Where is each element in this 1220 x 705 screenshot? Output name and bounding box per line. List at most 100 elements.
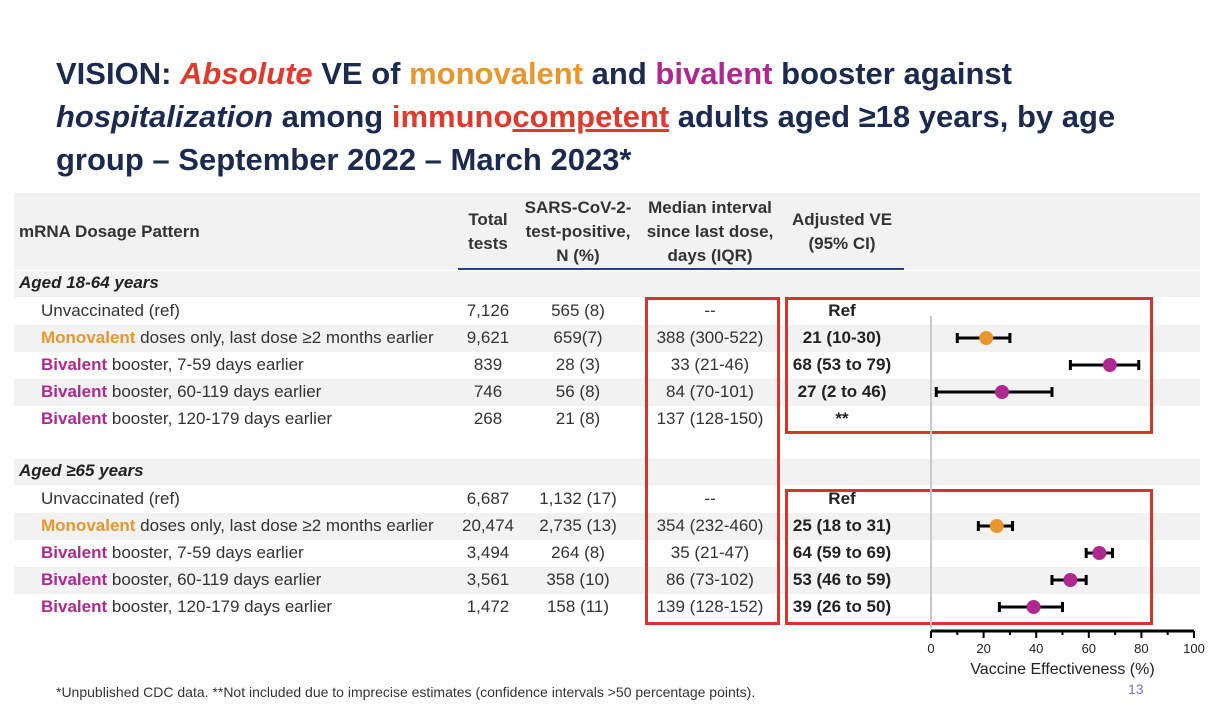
x-axis-label: Vaccine Effectiveness (%) <box>970 661 1154 678</box>
header-ve: Adjusted VE (95% CI) <box>791 210 893 253</box>
x-tick-label: 0 <box>927 641 934 656</box>
group-label: Aged 18-64 years <box>19 273 159 292</box>
row-label: Bivalent booster, 120-179 days earlier <box>41 596 332 618</box>
header-underline <box>458 268 904 270</box>
cell-total: 6,687 <box>466 489 510 508</box>
x-tick-label: 100 <box>1183 641 1205 656</box>
ve-point <box>1102 358 1117 372</box>
row-keyword: Bivalent <box>41 570 108 589</box>
row-keyword: Bivalent <box>41 597 108 616</box>
title-segment: monovalent <box>409 56 584 91</box>
cell-interval: 33 (21-46) <box>670 355 750 374</box>
cell-total: 9,621 <box>466 328 510 347</box>
cell-pos: 158 (11) <box>546 597 610 616</box>
cell-total: 20,474 <box>462 516 514 535</box>
cell-total: 268 <box>473 409 503 428</box>
cell-pos: 659(7) <box>553 328 603 347</box>
row-label: Monovalent doses only, last dose ≥2 mont… <box>41 515 434 537</box>
cell-interval: 137 (128-150) <box>656 409 764 428</box>
x-tick-label: 60 <box>1082 641 1096 656</box>
title-segment: immuno <box>391 99 513 134</box>
title-segment: among <box>273 99 392 134</box>
table-header-band <box>14 193 1200 270</box>
cell-ve: 21 (10-30) <box>802 328 882 347</box>
header-positive: SARS-CoV-2-test-positive, N (%) <box>524 198 632 265</box>
row-keyword: Bivalent <box>41 355 108 374</box>
page-number: 13 <box>1128 681 1144 697</box>
row-label-text: booster, 120-179 days earlier <box>107 409 333 428</box>
cell-total: 3,561 <box>466 570 510 589</box>
cell-interval: 35 (21-47) <box>670 543 750 562</box>
cell-interval: 84 (70-101) <box>666 382 754 401</box>
header-interval: Median interval since last dose, days (I… <box>646 198 774 265</box>
cell-ve: 64 (59 to 69) <box>792 543 892 562</box>
group-band <box>14 271 1200 297</box>
cell-ve: 27 (2 to 46) <box>797 382 887 401</box>
row-label-text: Unvaccinated (ref) <box>41 301 180 320</box>
row-keyword: Bivalent <box>41 409 108 428</box>
ve-highlight-box-65plus <box>785 489 1153 625</box>
x-tick-label: 20 <box>976 641 990 656</box>
cell-pos: 2,735 (13) <box>539 516 617 535</box>
ve-point <box>1092 546 1107 560</box>
ve-highlight-box-18-64 <box>785 297 1153 434</box>
row-label-text: booster, 60-119 days earlier <box>107 570 322 589</box>
ve-point <box>1026 600 1041 614</box>
ve-point <box>1063 573 1078 587</box>
x-tick-label: 80 <box>1134 641 1148 656</box>
cell-ve: 39 (26 to 50) <box>792 597 892 616</box>
row-label: Unvaccinated (ref) <box>41 300 180 322</box>
header-pattern: mRNA Dosage Pattern <box>19 222 200 241</box>
row-label: Monovalent doses only, last dose ≥2 mont… <box>41 327 434 349</box>
cell-ve: 68 (53 to 79) <box>792 355 892 374</box>
row-keyword: Monovalent <box>41 328 136 347</box>
x-tick-label: 40 <box>1029 641 1043 656</box>
cell-ve: Ref <box>828 301 856 320</box>
cell-ve: 53 (46 to 59) <box>792 570 892 589</box>
cell-interval: 388 (300-522) <box>656 328 764 347</box>
cell-pos: 358 (10) <box>546 570 610 589</box>
header-total: Total tests <box>468 210 508 253</box>
row-band <box>14 567 1200 594</box>
cell-interval: 354 (232-460) <box>656 516 764 535</box>
row-label-text: booster, 60-119 days earlier <box>107 382 322 401</box>
cell-total: 746 <box>473 382 503 401</box>
cell-pos: 565 (8) <box>551 301 605 320</box>
interval-highlight-box <box>645 297 780 625</box>
row-label: Bivalent booster, 60-119 days earlier <box>41 381 321 403</box>
cell-pos: 264 (8) <box>551 543 605 562</box>
title-segment: bivalent <box>655 56 773 91</box>
cell-pos: 1,132 (17) <box>539 489 617 508</box>
row-keyword: Bivalent <box>41 543 108 562</box>
row-label: Unvaccinated (ref) <box>41 488 180 510</box>
title-segment: booster against <box>772 56 1021 91</box>
title-segment: VE of <box>312 56 410 91</box>
cell-interval: -- <box>704 301 716 320</box>
group-label: Aged ≥65 years <box>19 461 144 480</box>
cell-pos: 28 (3) <box>555 355 601 374</box>
row-label-text: booster, 120-179 days earlier <box>107 597 333 616</box>
cell-interval: 86 (73-102) <box>666 570 754 589</box>
cell-ve: ** <box>835 409 849 428</box>
title-segment: adults aged ≥18 years, by age group – Se… <box>56 99 1124 177</box>
cell-interval: 139 (128-152) <box>656 597 764 616</box>
ve-point <box>989 519 1004 533</box>
cell-total: 7,126 <box>466 301 510 320</box>
row-label-text: doses only, last dose ≥2 months earlier <box>135 328 434 347</box>
cell-total: 839 <box>473 355 503 374</box>
title-segment: Absolute <box>180 56 313 91</box>
cell-total: 1,472 <box>466 597 510 616</box>
row-keyword: Bivalent <box>41 382 108 401</box>
cell-ve: Ref <box>828 489 856 508</box>
group-band <box>14 459 1200 485</box>
cell-ve: 25 (18 to 31) <box>792 516 892 535</box>
row-label-text: booster, 7-59 days earlier <box>107 543 304 562</box>
cell-total: 3,494 <box>466 543 510 562</box>
title-segment: hospitalization <box>56 99 273 134</box>
cell-pos: 21 (8) <box>555 409 601 428</box>
footnote: *Unpublished CDC data. **Not included du… <box>56 684 756 700</box>
cell-pos: 56 (8) <box>555 382 601 401</box>
title-segment: VISION: <box>56 56 181 91</box>
row-label: Bivalent booster, 120-179 days earlier <box>41 408 332 430</box>
